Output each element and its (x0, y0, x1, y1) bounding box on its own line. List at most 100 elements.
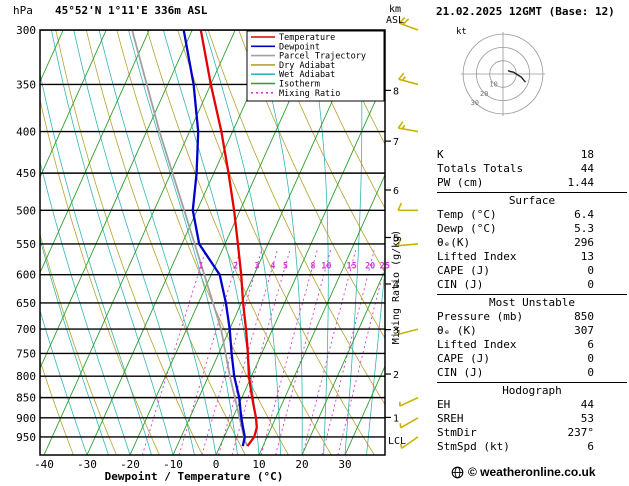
pressure-tick-label: 600 (16, 269, 36, 282)
table-row: CIN (J) 0 (437, 366, 627, 380)
km-tick-label: 5 (393, 234, 399, 245)
km-tick-label: 7 (393, 137, 399, 148)
temperature-tick-label: 10 (252, 458, 265, 471)
row-value: 5.3 (574, 222, 594, 235)
temperature-tick-label: -10 (163, 458, 183, 471)
km-tick-label: 2 (393, 370, 399, 381)
table-row: Temp (°C) 6.4 (437, 208, 627, 222)
km-tick-label: 1 (393, 413, 399, 424)
table-row: StmDir 237° (437, 426, 627, 440)
mixing-ratio-value: 3 (254, 262, 259, 272)
legend-label: Wet Adiabat (279, 70, 335, 80)
table-divider (437, 382, 627, 383)
pressure-tick-label: 550 (16, 238, 36, 251)
lcl-label: LCL (388, 436, 406, 447)
mixing-ratio-axis-label: Mixing Ratio (g/kg) (391, 230, 402, 344)
table-row: CAPE (J) 0 (437, 264, 627, 278)
row-label: EH (437, 398, 451, 411)
table-row: Lifted Index 6 (437, 338, 627, 352)
right-panel: 21.02.2025 12GMT (Base: 12) kt 10 20 30 K 1… (435, 0, 629, 486)
km-unit-label: km (389, 4, 401, 15)
station-title: 45°52'N 1°11'E 336m ASL (55, 4, 208, 17)
row-value: 1.44 (567, 176, 595, 189)
row-label: Lifted Index (437, 250, 517, 263)
table-row: Lifted Index 13 (437, 250, 627, 264)
row-label: CAPE (J) (437, 352, 490, 365)
row-value: 6 (587, 440, 594, 453)
hodograph-ring-label: 20 (480, 90, 488, 98)
temperature-tick-label: 0 (213, 458, 220, 471)
legend-label: Dewpoint (279, 42, 320, 52)
pressure-tick-label: 500 (16, 204, 36, 217)
km-tick-label: 6 (393, 186, 399, 197)
indices-table: K 18 Totals Totals 44 PW (cm) 1.44 Surface Temp… (437, 148, 627, 454)
row-value: 6.4 (574, 208, 594, 221)
pressure-unit-label: hPa (13, 4, 33, 17)
mixing-ratio-value: 15 (346, 262, 356, 272)
table-row: Pressure (mb) 850 (437, 310, 627, 324)
table-row: EH 44 (437, 398, 627, 412)
pressure-tick-label: 750 (16, 347, 36, 360)
table-row: Dewp (°C) 5.3 (437, 222, 627, 236)
table-row: PW (cm) 1.44 (437, 176, 627, 190)
legend-label: Temperature (279, 33, 335, 43)
hodograph-ring-label: 30 (471, 99, 479, 107)
chart-grid (40, 30, 385, 455)
table-section-header: Hodograph (502, 384, 562, 397)
pressure-tick-label: 900 (16, 412, 36, 425)
row-label: Dewp (°C) (437, 222, 497, 235)
row-label: SREH (437, 412, 464, 425)
km-tick-label: 8 (393, 86, 399, 97)
wind-barbs (397, 16, 419, 450)
legend-label: Isotherm (279, 80, 320, 90)
pressure-tick-label: 950 (16, 431, 36, 444)
pressure-tick-label: 450 (16, 167, 36, 180)
row-value: 307 (574, 324, 594, 337)
row-label: StmSpd (kt) (437, 440, 510, 453)
row-value: 6 (587, 338, 594, 351)
row-value: 296 (574, 236, 594, 249)
row-label: Pressure (mb) (437, 310, 524, 323)
row-value: 0 (587, 278, 594, 291)
mixing-ratio-value: 4 (270, 262, 275, 272)
row-label: Lifted Index (437, 338, 517, 351)
row-value: 53 (580, 412, 594, 425)
copyright-footer: © weatheronline.co.uk (451, 465, 596, 479)
row-value: 0 (587, 366, 594, 379)
temperature-tick-label: 30 (338, 458, 351, 471)
pressure-tick-label: 350 (16, 78, 36, 91)
axis-labels: 1 2 3 4 5 8 10 15 20 2530035040045050055060065070… (16, 24, 406, 471)
table-row: θₑ(K) 296 (437, 236, 627, 250)
mixing-ratio-value: 2 (233, 262, 238, 272)
mixing-ratio-value: 1 (198, 262, 203, 272)
table-row: CIN (J) 0 (437, 278, 627, 292)
mixing-ratio-value: 8 (310, 262, 315, 272)
table-row: StmSpd (kt) 6 (437, 440, 627, 454)
row-value: 0 (587, 352, 594, 365)
sounding-curves (131, 30, 258, 447)
row-label: StmDir (437, 426, 477, 439)
mixing-ratio-value: 20 (365, 262, 375, 272)
datetime-title: 21.02.2025 12GMT (Base: 12) (436, 5, 615, 18)
mixing-ratio-value: 5 (283, 262, 288, 272)
plot-border (39, 29, 386, 456)
table-divider (437, 294, 627, 295)
row-label: PW (cm) (437, 176, 484, 189)
table-section-header: Most Unstable (488, 296, 576, 309)
table-row: θₑ (K) 307 (437, 324, 627, 338)
table-row: CAPE (J) 0 (437, 352, 627, 366)
row-value: 237° (567, 426, 595, 439)
temperature-tick-label: -20 (120, 458, 140, 471)
row-label: Totals Totals (437, 162, 524, 175)
mixing-ratio-value: 25 (380, 262, 390, 272)
legend-label: Parcel Trajectory (279, 52, 366, 62)
row-value: 44 (580, 162, 594, 175)
asl-unit-label: ASL (386, 15, 404, 26)
row-label: CIN (J) (437, 366, 484, 379)
table-row: SREH 53 (437, 412, 627, 426)
pressure-tick-label: 650 (16, 297, 36, 310)
legend-label: Dry Adiabat (279, 61, 335, 71)
